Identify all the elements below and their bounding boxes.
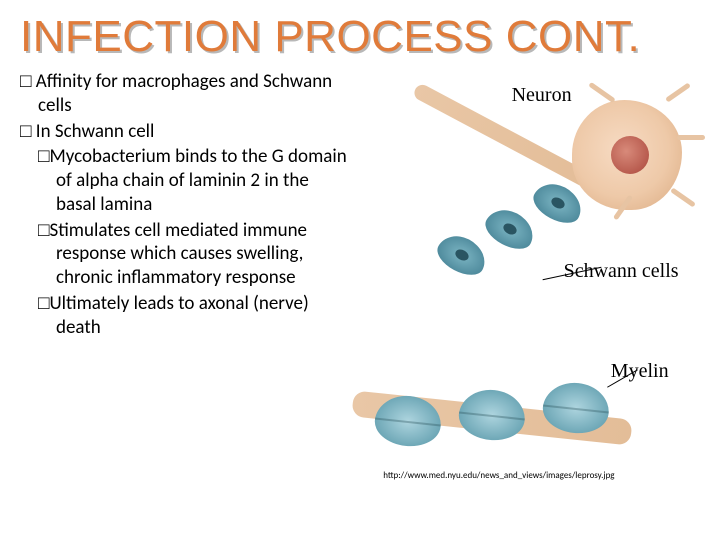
dendrite-shape (677, 135, 705, 140)
bullet-2: □ In Schwann cell (20, 120, 347, 144)
myelin-shape (456, 387, 527, 444)
neuron-diagram: Neuron Schwann cells Myelin (357, 80, 697, 430)
sub-bullet-2-text: Stimulates cell mediated immune response… (49, 219, 307, 290)
neuron-nucleus-shape (611, 136, 649, 174)
diagram-label-schwann: Schwann cells (564, 260, 679, 283)
bullet-1: □ Affinity for macrophages and Schwann c… (20, 70, 347, 118)
image-caption: http://www.med.nyu.edu/news_and_views/im… (383, 470, 614, 481)
bullet-marker-icon: □ (20, 120, 31, 144)
schwann-cell-shape (480, 202, 540, 255)
sub-bullet-3-text: Ultimately leads to axonal (nerve) death (49, 292, 308, 339)
sub-bullet-1-text: Mycobacterium binds to the G domain of a… (49, 145, 346, 216)
sub-bullet-3: □Ultimately leads to axonal (nerve) deat… (38, 292, 347, 340)
schwann-cell-shape (432, 228, 492, 281)
slide: INFECTION PROCESS CONT. □ Affinity for m… (0, 0, 720, 540)
dendrite-shape (670, 188, 696, 208)
schwann-nucleus-shape (549, 195, 566, 210)
bullet-marker-icon: □ (38, 292, 49, 316)
text-column: □ Affinity for macrophages and Schwann c… (20, 70, 353, 530)
diagram-label-neuron: Neuron (512, 84, 572, 107)
bullet-marker-icon: □ (20, 70, 31, 94)
schwann-nucleus-shape (501, 221, 518, 236)
bullet-1-text: Affinity for macrophages and Schwann cel… (36, 70, 332, 117)
diagram-label-myelin: Myelin (611, 360, 669, 383)
dendrite-shape (665, 83, 691, 103)
bullet-marker-icon: □ (38, 219, 49, 243)
bullet-2-text: In Schwann cell (36, 120, 155, 143)
schwann-nucleus-shape (453, 247, 470, 262)
sub-bullet-2: □Stimulates cell mediated immune respons… (38, 219, 347, 290)
content-row: □ Affinity for macrophages and Schwann c… (20, 70, 700, 530)
bullet-marker-icon: □ (38, 145, 49, 169)
sub-bullet-1: □Mycobacterium binds to the G domain of … (38, 145, 347, 216)
image-column: Neuron Schwann cells Myelin http://www.m… (353, 70, 700, 530)
dendrite-shape (588, 82, 615, 103)
slide-title: INFECTION PROCESS CONT. (20, 14, 700, 60)
